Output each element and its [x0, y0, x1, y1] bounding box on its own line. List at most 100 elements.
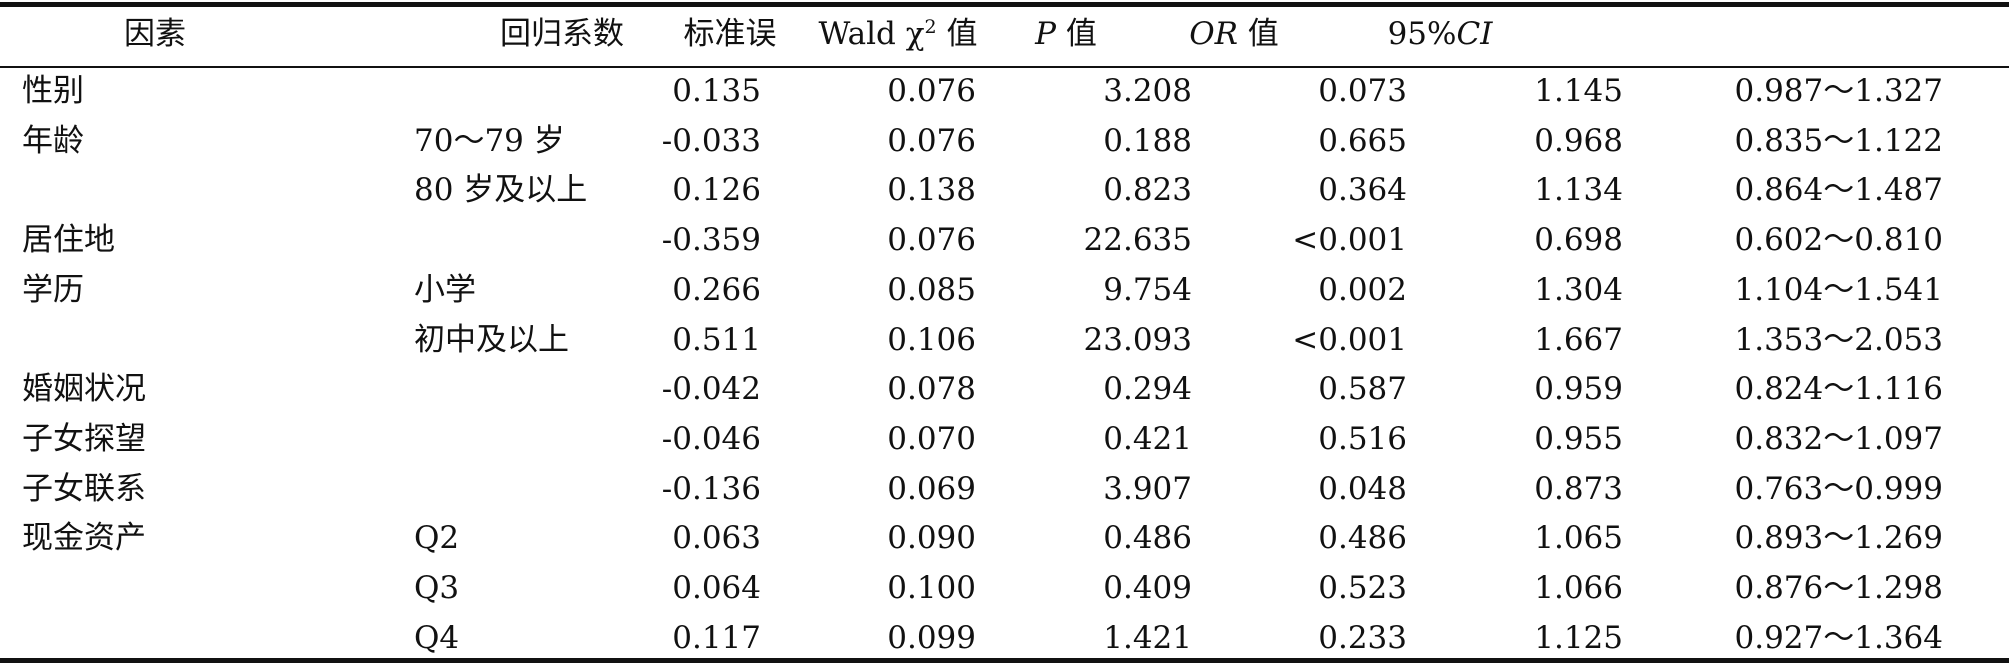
- cell-factor: 子女联系: [22, 471, 146, 507]
- cell-or: 1.066: [1534, 570, 1623, 606]
- cell-wald: 9.754: [1103, 272, 1192, 308]
- cell-wald: 0.823: [1103, 172, 1192, 208]
- cell-factor: 学历: [22, 272, 84, 308]
- header-ci: 95%CI: [1388, 16, 1493, 52]
- cell-ci: 0.824～1.116: [1734, 371, 1944, 407]
- cell-or: 1.125: [1534, 620, 1623, 656]
- header-or-suffix: 值: [1237, 16, 1279, 52]
- cell-se: 0.076: [887, 73, 976, 109]
- cell-wald: 0.294: [1103, 371, 1192, 407]
- cell-factor: 婚姻状况: [22, 371, 146, 407]
- cell-p: 0.486: [1318, 520, 1407, 556]
- cell-wald: 0.486: [1103, 520, 1192, 556]
- cell-or: 0.959: [1534, 371, 1623, 407]
- cell-ci: 0.602～0.810: [1734, 222, 1944, 258]
- header-ci-prefix: 95%: [1387, 16, 1457, 52]
- cell-or: 1.065: [1534, 520, 1623, 556]
- header-wald: Wald χ2 值: [818, 16, 977, 52]
- cell-ci: 0.893～1.269: [1734, 520, 1944, 556]
- header-coef: 回归系数: [500, 16, 624, 52]
- cell-se: 0.076: [887, 222, 976, 258]
- cell-coef: -0.042: [661, 371, 761, 407]
- header-factor: 因素: [124, 16, 186, 52]
- cell-ci: 0.927～1.364: [1734, 620, 1944, 656]
- cell-wald: 22.635: [1083, 222, 1192, 258]
- cell-ci: 0.835～1.122: [1734, 123, 1944, 159]
- cell-or: 1.667: [1534, 322, 1623, 358]
- cell-coef: 0.511: [672, 322, 761, 358]
- top-rule: [0, 2, 2009, 7]
- cell-or: 1.145: [1534, 73, 1623, 109]
- cell-p: 0.516: [1318, 421, 1407, 457]
- cell-p: 0.048: [1318, 471, 1407, 507]
- cell-coef: -0.033: [661, 123, 761, 159]
- cell-se: 0.106: [887, 322, 976, 358]
- cell-level: 初中及以上: [414, 322, 569, 358]
- cell-ci: 0.876～1.298: [1734, 570, 1944, 606]
- cell-coef: 0.126: [672, 172, 761, 208]
- cell-level: 80 岁及以上: [414, 172, 588, 208]
- cell-p: 0.665: [1318, 123, 1407, 159]
- header-wald-prefix: Wald χ: [818, 16, 925, 52]
- header-p-italic: P: [1035, 16, 1056, 52]
- cell-ci: 1.104～1.541: [1734, 272, 1944, 308]
- cell-p: 0.364: [1318, 172, 1407, 208]
- header-se: 标准误: [683, 16, 777, 52]
- cell-wald: 1.421: [1103, 620, 1192, 656]
- cell-coef: 0.117: [672, 620, 761, 656]
- cell-level: Q3: [414, 570, 460, 606]
- cell-se: 0.099: [887, 620, 976, 656]
- cell-coef: -0.136: [661, 471, 761, 507]
- header-ci-italic: CI: [1456, 16, 1493, 52]
- cell-or: 1.304: [1534, 272, 1623, 308]
- cell-p: 0.587: [1318, 371, 1407, 407]
- cell-ci: 0.864～1.487: [1734, 172, 1944, 208]
- cell-p: <0.001: [1292, 222, 1407, 258]
- cell-se: 0.076: [887, 123, 976, 159]
- cell-level: 小学: [414, 272, 476, 308]
- header-p-suffix: 值: [1056, 16, 1097, 52]
- cell-wald: 3.907: [1103, 471, 1192, 507]
- cell-coef: 0.135: [672, 73, 761, 109]
- cell-se: 0.070: [887, 421, 976, 457]
- cell-se: 0.138: [887, 172, 976, 208]
- cell-coef: -0.359: [661, 222, 761, 258]
- cell-wald: 3.208: [1103, 73, 1192, 109]
- cell-level: Q4: [414, 620, 460, 656]
- cell-p: 0.523: [1318, 570, 1407, 606]
- cell-ci: 0.832～1.097: [1734, 421, 1944, 457]
- cell-or: 0.873: [1534, 471, 1623, 507]
- bottom-rule: [0, 658, 2009, 663]
- header-rule: [0, 66, 2009, 68]
- cell-factor: 现金资产: [22, 520, 146, 556]
- cell-factor: 子女探望: [22, 421, 146, 457]
- header-p: P 值: [1035, 16, 1097, 52]
- cell-se: 0.069: [887, 471, 976, 507]
- cell-wald: 0.409: [1103, 570, 1192, 606]
- cell-coef: 0.063: [672, 520, 761, 556]
- cell-p: 0.002: [1318, 272, 1407, 308]
- header-or: OR 值: [1189, 16, 1279, 52]
- header-wald-sup: 2: [924, 16, 937, 38]
- cell-coef: 0.064: [672, 570, 761, 606]
- cell-ci: 1.353～2.053: [1734, 322, 1944, 358]
- cell-factor: 性别: [22, 73, 84, 109]
- cell-ci: 0.763～0.999: [1734, 471, 1944, 507]
- cell-level: Q2: [414, 520, 460, 556]
- cell-factor: 年龄: [22, 123, 84, 159]
- cell-coef: -0.046: [661, 421, 761, 457]
- cell-ci: 0.987～1.327: [1734, 73, 1944, 109]
- header-wald-suffix: 值: [936, 16, 978, 52]
- cell-or: 0.955: [1534, 421, 1623, 457]
- cell-p: 0.073: [1318, 73, 1407, 109]
- cell-coef: 0.266: [672, 272, 761, 308]
- cell-se: 0.085: [887, 272, 976, 308]
- cell-factor: 居住地: [22, 222, 115, 258]
- cell-or: 1.134: [1534, 172, 1623, 208]
- cell-or: 0.968: [1534, 123, 1623, 159]
- cell-se: 0.078: [887, 371, 976, 407]
- cell-se: 0.090: [887, 520, 976, 556]
- cell-or: 0.698: [1534, 222, 1623, 258]
- cell-se: 0.100: [887, 570, 976, 606]
- cell-wald: 0.421: [1103, 421, 1192, 457]
